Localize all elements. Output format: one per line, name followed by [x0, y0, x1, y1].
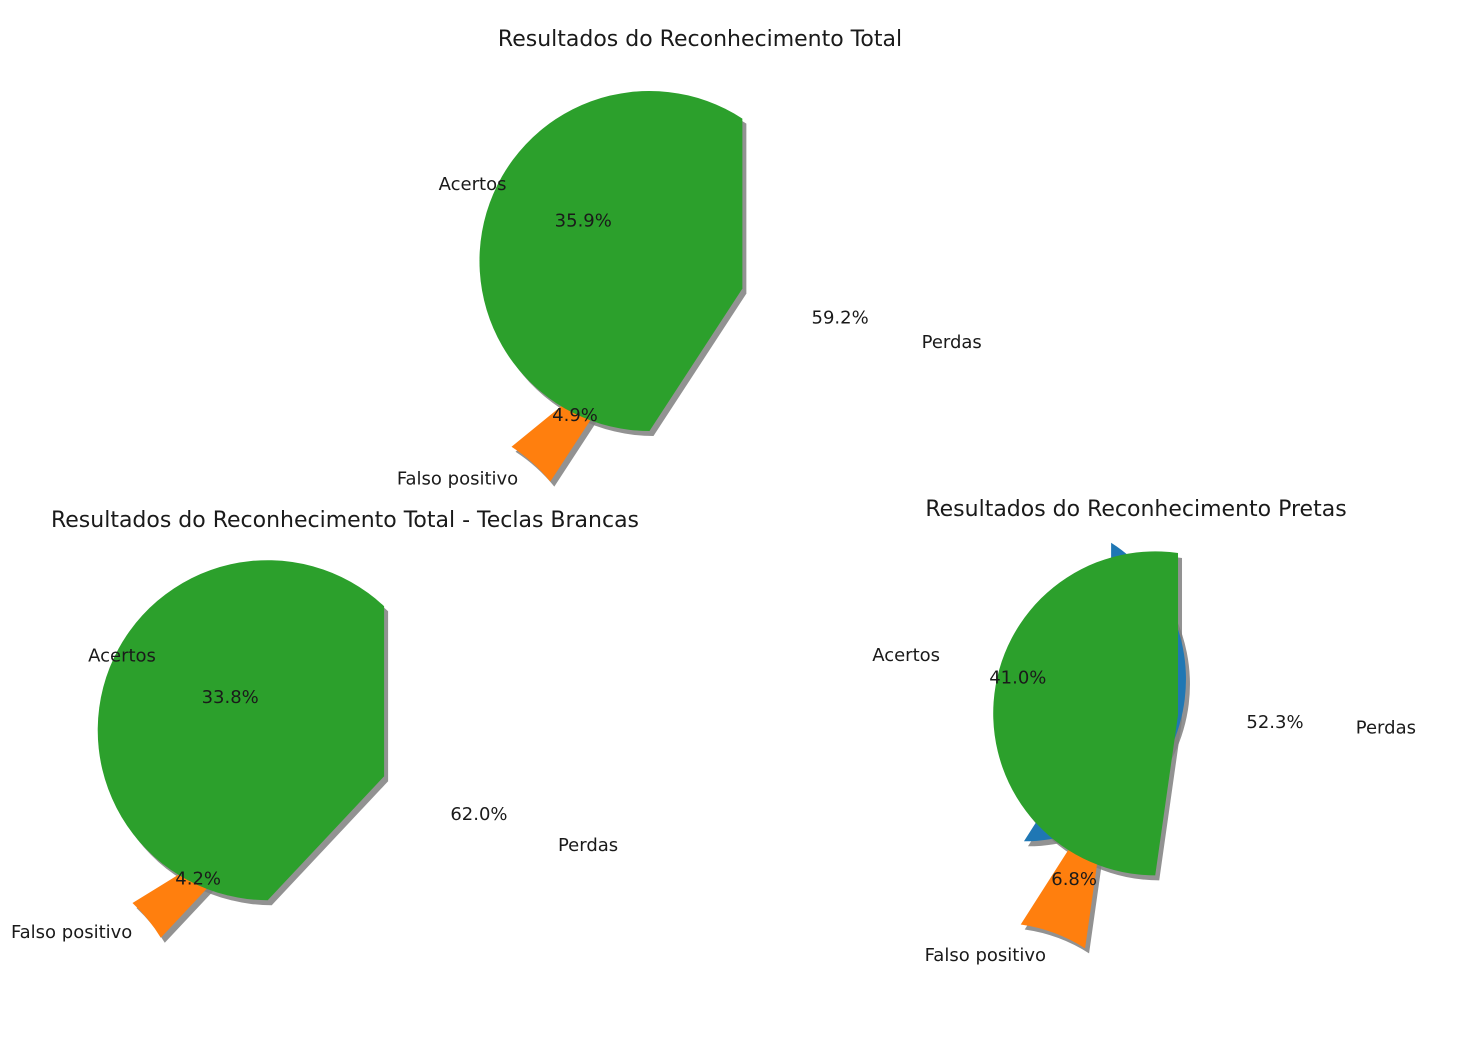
slice-label: Perdas [922, 332, 982, 353]
pie-slice-perdas [993, 551, 1179, 876]
slice-percent-label: 6.8% [1051, 869, 1097, 890]
chart-title: Resultados do Reconhecimento Total [498, 27, 902, 52]
slice-label: Acertos [439, 174, 507, 195]
slice-percent-label: 52.3% [1246, 712, 1303, 733]
pie-slice-perdas [479, 90, 743, 431]
slice-percent-label: 4.2% [175, 868, 221, 889]
slice-label: Perdas [1356, 718, 1416, 739]
slice-label: Falso positivo [397, 468, 518, 489]
slice-percent-label: 35.9% [555, 211, 612, 232]
slice-percent-label: 59.2% [812, 308, 869, 329]
slice-percent-label: 4.9% [552, 405, 598, 426]
slice-label: Perdas [558, 835, 618, 856]
slice-percent-label: 62.0% [450, 804, 507, 825]
slice-percent-label: 33.8% [202, 687, 259, 708]
slice-label: Falso positivo [11, 922, 132, 943]
chart-teclas-brancas: Resultados do Reconhecimento Total - Tec… [11, 508, 639, 943]
slice-label: Acertos [88, 646, 156, 667]
slice-percent-label: 41.0% [989, 667, 1046, 688]
chart-title: Resultados do Reconhecimento Pretas [925, 497, 1346, 522]
chart-pretas: Resultados do Reconhecimento Pretas Acer… [872, 497, 1416, 966]
slice-label: Acertos [872, 645, 940, 666]
chart-title: Resultados do Reconhecimento Total - Tec… [51, 508, 639, 533]
slice-label: Falso positivo [925, 945, 1046, 966]
chart-total: Resultados do Reconhecimento Total Acert… [397, 27, 982, 489]
pie-slice-perdas [97, 560, 385, 901]
